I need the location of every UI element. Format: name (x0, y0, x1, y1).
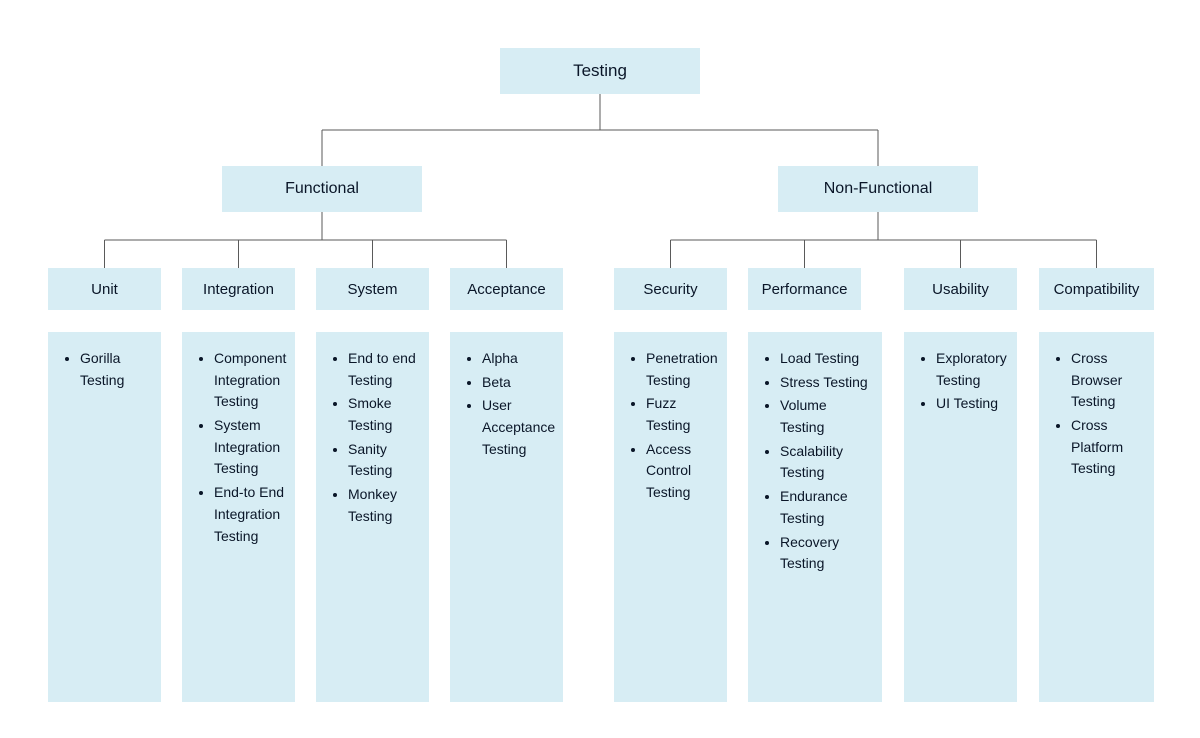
leaf-item: Stress Testing (780, 372, 872, 394)
leaf-list-integration: Component Integration TestingSystem Inte… (210, 348, 285, 547)
root-node: Testing (500, 48, 700, 94)
leaf-item: Smoke Testing (348, 393, 419, 436)
category-security: Security (614, 268, 727, 310)
category-usability-label: Usability (932, 281, 989, 298)
category-compatibility: Compatibility (1039, 268, 1154, 310)
leaf-box-integration: Component Integration TestingSystem Inte… (182, 332, 295, 702)
leaf-box-security: Penetration TestingFuzz TestingAccess Co… (614, 332, 727, 702)
leaf-item: Load Testing (780, 348, 872, 370)
leaf-box-unit: Gorilla Testing (48, 332, 161, 702)
leaf-list-usability: Exploratory TestingUI Testing (932, 348, 1007, 415)
leaf-box-system: End to end TestingSmoke TestingSanity Te… (316, 332, 429, 702)
leaf-item: Access Control Testing (646, 439, 717, 504)
leaf-box-usability: Exploratory TestingUI Testing (904, 332, 1017, 702)
leaf-item: Beta (482, 372, 553, 394)
leaf-item: Alpha (482, 348, 553, 370)
leaf-list-compatibility: Cross Browser TestingCross Platform Test… (1067, 348, 1144, 480)
leaf-box-acceptance: AlphaBetaUser Acceptance Testing (450, 332, 563, 702)
branch-nonfunctional-label: Non-Functional (824, 180, 933, 198)
leaf-item: End to end Testing (348, 348, 419, 391)
leaf-box-performance: Load TestingStress TestingVolume Testing… (748, 332, 882, 702)
leaf-item: Scalability Testing (780, 441, 872, 484)
leaf-item: UI Testing (936, 393, 1007, 415)
leaf-item: Gorilla Testing (80, 348, 151, 391)
leaf-item: Volume Testing (780, 395, 872, 438)
category-performance-label: Performance (762, 281, 848, 298)
leaf-item: Component Integration Testing (214, 348, 285, 413)
leaf-item: Monkey Testing (348, 484, 419, 527)
leaf-item: End-to End Integration Testing (214, 482, 285, 547)
category-acceptance-label: Acceptance (467, 281, 545, 298)
connector-lines (0, 0, 1200, 738)
leaf-item: Cross Browser Testing (1071, 348, 1144, 413)
category-system-label: System (347, 281, 397, 298)
leaf-item: Recovery Testing (780, 532, 872, 575)
root-node-label: Testing (573, 61, 627, 81)
leaf-list-unit: Gorilla Testing (76, 348, 151, 391)
leaf-list-performance: Load TestingStress TestingVolume Testing… (776, 348, 872, 575)
leaf-item: Endurance Testing (780, 486, 872, 529)
leaf-item: Penetration Testing (646, 348, 717, 391)
leaf-item: User Acceptance Testing (482, 395, 553, 460)
category-usability: Usability (904, 268, 1017, 310)
category-integration-label: Integration (203, 281, 274, 298)
leaf-list-security: Penetration TestingFuzz TestingAccess Co… (642, 348, 717, 504)
category-acceptance: Acceptance (450, 268, 563, 310)
leaf-item: Exploratory Testing (936, 348, 1007, 391)
category-security-label: Security (643, 281, 697, 298)
category-compatibility-label: Compatibility (1054, 281, 1140, 298)
leaf-item: Sanity Testing (348, 439, 419, 482)
category-unit: Unit (48, 268, 161, 310)
leaf-item: System Integration Testing (214, 415, 285, 480)
branch-functional: Functional (222, 166, 422, 212)
leaf-item: Fuzz Testing (646, 393, 717, 436)
branch-nonfunctional: Non-Functional (778, 166, 978, 212)
leaf-box-compatibility: Cross Browser TestingCross Platform Test… (1039, 332, 1154, 702)
category-unit-label: Unit (91, 281, 118, 298)
category-system: System (316, 268, 429, 310)
leaf-item: Cross Platform Testing (1071, 415, 1144, 480)
category-performance: Performance (748, 268, 861, 310)
branch-functional-label: Functional (285, 180, 359, 198)
leaf-list-system: End to end TestingSmoke TestingSanity Te… (344, 348, 419, 528)
category-integration: Integration (182, 268, 295, 310)
leaf-list-acceptance: AlphaBetaUser Acceptance Testing (478, 348, 553, 460)
